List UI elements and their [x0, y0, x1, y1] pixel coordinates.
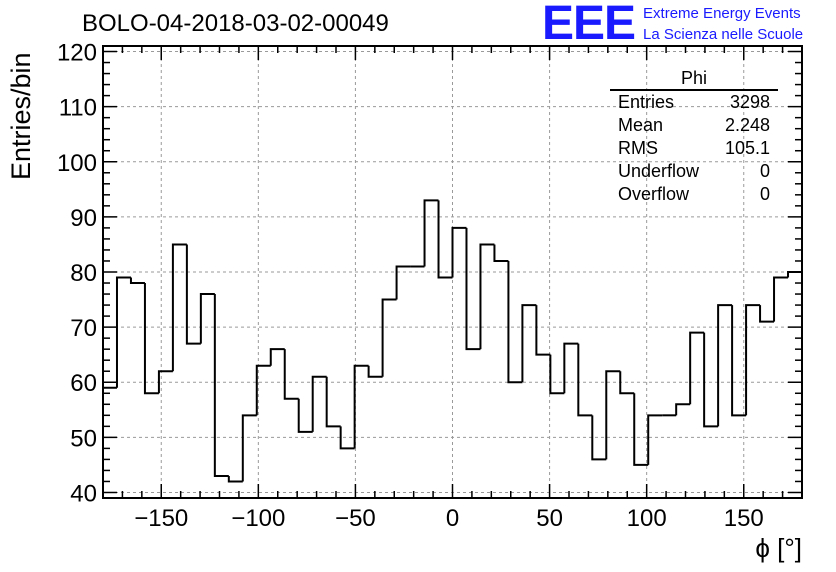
histogram-bin: [381, 298, 397, 377]
histogram-bin: [731, 305, 747, 417]
plot-title: BOLO-04-2018-03-02-00049: [82, 10, 389, 37]
histogram-bin: [241, 414, 257, 482]
axis-ticks: [103, 46, 802, 498]
x-tick-label: −100: [231, 505, 285, 532]
y-tick-label: 120: [57, 40, 97, 67]
plot-frame: [102, 45, 803, 499]
eee-logo: EEE Extreme Energy Events La Scienza nel…: [542, 0, 803, 50]
histogram-bin: [675, 403, 691, 416]
stats-row-entries: Entries 3298: [610, 91, 778, 114]
stats-label: Overflow: [618, 184, 690, 204]
histogram-series: [103, 199, 802, 483]
stats-value: 0: [759, 161, 770, 181]
histogram-bin: [269, 348, 285, 366]
histogram-bin: [367, 365, 383, 378]
histogram-bin: [577, 343, 593, 417]
stats-label: Mean: [618, 115, 664, 135]
logo-text: Extreme Energy Events La Scienza nelle S…: [643, 3, 803, 45]
x-tick-label: 150: [724, 505, 764, 532]
stats-row-rms: RMS 105.1: [610, 137, 778, 160]
y-tick-label: 110: [59, 95, 97, 122]
histogram-bin: [339, 426, 355, 450]
stats-box: Phi Entries 3298 Mean 2.248 RMS 105.1 Un…: [610, 68, 778, 206]
x-tick-label: 50: [536, 505, 563, 532]
histogram-bin: [619, 371, 635, 395]
histogram-bin: [507, 260, 523, 384]
stats-label: Underflow: [618, 161, 700, 181]
histogram-bin: [479, 243, 495, 350]
y-tick-label: 90: [70, 205, 97, 232]
histogram-bin: [563, 342, 579, 394]
histogram-bin: [717, 304, 733, 427]
histogram-bin: [213, 294, 229, 477]
x-axis-title: ϕ [°]: [755, 533, 802, 563]
y-tick-label: 60: [70, 370, 97, 397]
stats-value: 2.248: [724, 115, 770, 135]
histogram-bin: [647, 414, 663, 465]
histogram-bin: [255, 364, 271, 416]
histogram-bin: [199, 293, 215, 344]
logo-mark: EEE: [542, 0, 636, 50]
histogram-bin: [227, 475, 243, 483]
y-axis-title: Entries/bin: [6, 52, 36, 180]
stats-row-overflow: Overflow 0: [610, 183, 778, 206]
stats-value: 3298: [729, 92, 770, 112]
stats-label: RMS: [618, 138, 658, 158]
stats-value: 105.1: [724, 138, 770, 158]
logo-line-2: La Scienza nelle Scuole: [643, 26, 804, 43]
histogram-bin: [549, 354, 565, 395]
stats-label: Entries: [618, 92, 675, 112]
y-tick-label: 80: [70, 260, 97, 287]
histogram-bin: [535, 305, 551, 356]
histogram-bin: [773, 276, 789, 322]
x-tick-label: 0: [446, 505, 459, 532]
histogram-bin: [787, 271, 802, 278]
histogram-bin: [143, 283, 159, 395]
histogram-bin: [437, 200, 453, 279]
histogram-bin: [591, 415, 607, 461]
y-tick-label: 40: [70, 480, 97, 507]
histogram-bin: [689, 331, 705, 405]
histogram-bin: [185, 244, 201, 345]
histogram-bin: [325, 376, 341, 428]
histogram-bin: [703, 332, 719, 428]
x-tick-label: 100: [627, 505, 667, 532]
histogram-bin: [283, 349, 299, 400]
histogram-bin: [311, 375, 327, 432]
stats-row-underflow: Underflow 0: [610, 160, 778, 183]
stats-title: Phi: [610, 68, 778, 91]
histogram-bin: [633, 393, 649, 466]
histogram-bin: [129, 277, 145, 285]
histogram-bin: [465, 227, 481, 351]
x-tick-label: −150: [134, 505, 188, 532]
histogram-bin: [745, 304, 761, 416]
histogram-bin: [171, 243, 187, 372]
histogram-bin: [423, 199, 439, 267]
tick-labels: −150 −100 −50 0 50 100 150 40 50 60 70 80 90 100 110 12…: [57, 40, 764, 532]
stats-value: 0: [759, 184, 770, 204]
y-tick-label: 50: [70, 425, 97, 452]
histogram-bin: [451, 226, 467, 278]
histogram-bin: [395, 265, 411, 300]
y-tick-label: 70: [70, 315, 97, 342]
histogram-bin: [493, 244, 509, 262]
x-tick-label: −50: [335, 505, 376, 532]
histogram-bin: [157, 370, 173, 394]
histogram-bin: [759, 305, 775, 323]
histogram-bin: [521, 304, 537, 383]
histogram-bin: [297, 398, 313, 433]
histogram-bin: [605, 370, 621, 460]
histogram-bin: [115, 276, 131, 388]
logo-line-1: Extreme Energy Events: [643, 5, 801, 22]
stats-row-mean: Mean 2.248: [610, 114, 778, 137]
histogram-bin: [353, 364, 369, 449]
y-tick-label: 100: [57, 150, 97, 177]
